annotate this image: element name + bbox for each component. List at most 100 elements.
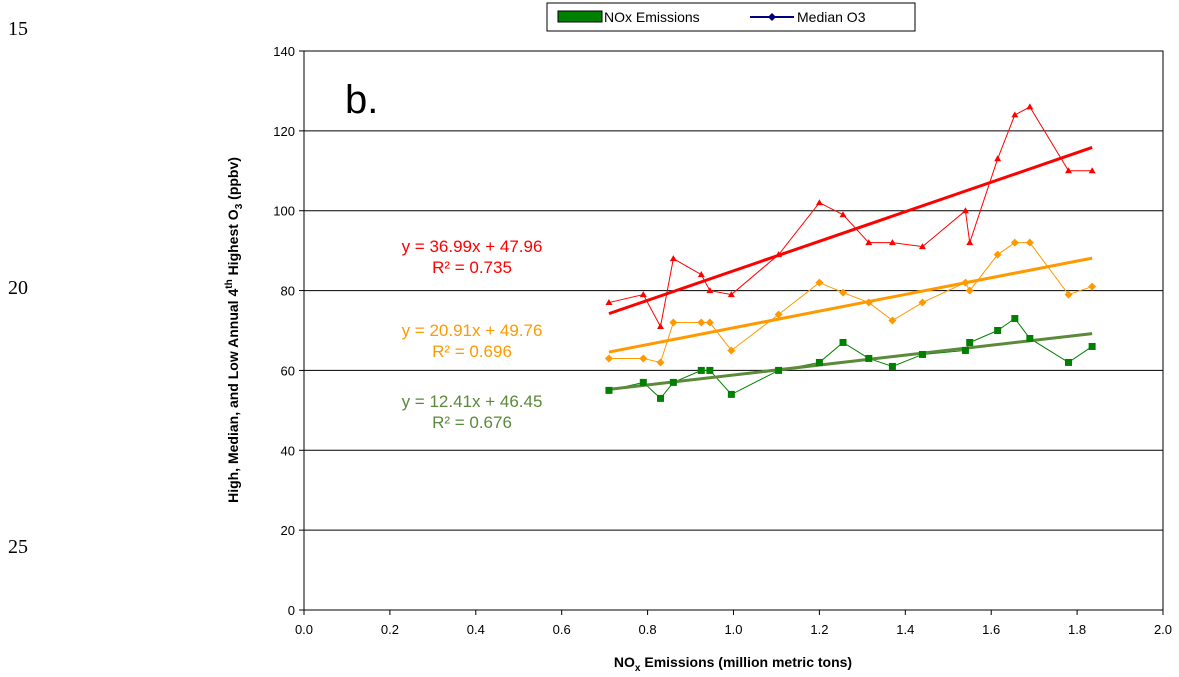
high-data-point <box>839 211 847 218</box>
median-trendline <box>608 256 1093 354</box>
median-data-point <box>656 358 665 367</box>
low-series-line <box>608 317 1093 400</box>
y-tick-label: 100 <box>273 204 295 219</box>
high-data-point <box>888 239 896 246</box>
low-data-point <box>865 354 873 362</box>
high-series <box>605 103 1096 330</box>
median-data-point <box>965 286 974 295</box>
data-series <box>604 103 1097 402</box>
y-axis-title: High, Median, and Low Annual 4th Highest… <box>224 157 245 503</box>
y-tick-label: 40 <box>281 443 295 458</box>
axis-ticks: 0 20 40 60 80 100 120 140 0.0 0.2 0.4 0.6 0.8 1.0 1.2 1… <box>273 44 1172 637</box>
legend-marker-median <box>768 13 776 21</box>
median-data-point <box>774 310 783 319</box>
median-data-point <box>727 346 736 355</box>
y-tick-label: 0 <box>288 603 295 618</box>
low-data-point <box>961 346 969 354</box>
high-r2: R² = 0.735 <box>432 258 512 277</box>
median-data-point <box>864 298 873 307</box>
low-data-point <box>727 390 735 398</box>
low-trendline <box>608 332 1093 391</box>
median-equation: y = 20.91x + 49.76 <box>402 321 543 340</box>
x-tick-label: 0.4 <box>467 622 485 637</box>
median-data-point <box>839 288 848 297</box>
median-data-point <box>604 354 613 363</box>
high-data-point <box>815 199 823 206</box>
line-number-25: 25 <box>8 536 28 558</box>
y-tick-label: 140 <box>273 44 295 59</box>
low-data-point <box>656 394 664 402</box>
high-data-point <box>1026 103 1034 110</box>
high-trendline <box>608 146 1093 316</box>
x-tick-label: 0.0 <box>295 622 313 637</box>
x-tick-label: 1.4 <box>896 622 914 637</box>
low-data-point <box>966 338 974 346</box>
low-series <box>605 315 1096 402</box>
y-tick-label: 80 <box>281 284 295 299</box>
median-series <box>604 238 1097 367</box>
low-data-point <box>888 362 896 370</box>
median-r2: R² = 0.696 <box>432 342 512 361</box>
median-data-point <box>697 318 706 327</box>
grid-lines <box>304 130 1163 531</box>
y-tick-label: 120 <box>273 124 295 139</box>
line-number-15: 15 <box>8 18 28 40</box>
x-tick-label: 1.8 <box>1068 622 1086 637</box>
line-number-20: 20 <box>8 277 28 299</box>
high-data-point <box>697 271 705 278</box>
high-equation: y = 36.99x + 47.96 <box>402 237 543 256</box>
high-data-point <box>605 299 613 306</box>
legend-swatch-nox <box>557 10 603 23</box>
low-r2: R² = 0.676 <box>432 413 512 432</box>
high-data-point <box>775 251 783 258</box>
x-axis-title: NOx Emissions (million metric tons) <box>614 654 852 674</box>
panel-label: b. <box>345 78 378 122</box>
x-tick-label: 1.0 <box>724 622 742 637</box>
x-tick-label: 0.8 <box>639 622 657 637</box>
high-data-point <box>865 239 873 246</box>
low-data-point <box>605 386 613 394</box>
median-data-point <box>1010 238 1019 247</box>
low-data-point <box>1011 315 1019 323</box>
low-data-point <box>669 378 677 386</box>
x-tick-label: 1.2 <box>810 622 828 637</box>
median-series-line <box>608 242 1093 364</box>
median-data-point <box>918 298 927 307</box>
median-data-point <box>993 250 1002 259</box>
high-data-point <box>639 291 647 298</box>
low-data-point <box>918 350 926 358</box>
high-data-point <box>669 255 677 262</box>
low-data-point <box>775 366 783 374</box>
low-data-point <box>706 366 714 374</box>
low-data-point <box>994 327 1002 334</box>
y-tick-label: 20 <box>281 523 295 538</box>
high-data-point <box>1065 167 1073 174</box>
y-tick-label: 60 <box>281 363 295 378</box>
high-series-line <box>608 106 1093 328</box>
low-data-point <box>1065 358 1073 366</box>
x-tick-label: 0.6 <box>553 622 571 637</box>
x-tick-label: 1.6 <box>982 622 1000 637</box>
low-data-point <box>815 358 823 366</box>
high-data-point <box>961 207 969 214</box>
median-data-point <box>961 278 970 287</box>
high-data-point <box>994 155 1002 162</box>
median-data-point <box>888 316 897 325</box>
median-data-point <box>705 318 714 327</box>
low-data-point <box>839 338 847 346</box>
high-data-point <box>656 323 664 330</box>
x-tick-label: 2.0 <box>1154 622 1172 637</box>
high-data-point <box>1088 167 1096 174</box>
low-data-point <box>1026 334 1034 342</box>
low-data-point <box>639 378 647 386</box>
legend-label-nox: NOx Emissions <box>604 9 700 25</box>
high-data-point <box>966 239 974 246</box>
high-data-point <box>918 243 926 250</box>
median-data-point <box>669 318 678 327</box>
median-data-point <box>815 278 824 287</box>
median-data-point <box>1025 238 1034 247</box>
legend-label-median: Median O3 <box>797 9 866 25</box>
legend-box <box>546 2 916 32</box>
high-data-point <box>706 287 714 294</box>
